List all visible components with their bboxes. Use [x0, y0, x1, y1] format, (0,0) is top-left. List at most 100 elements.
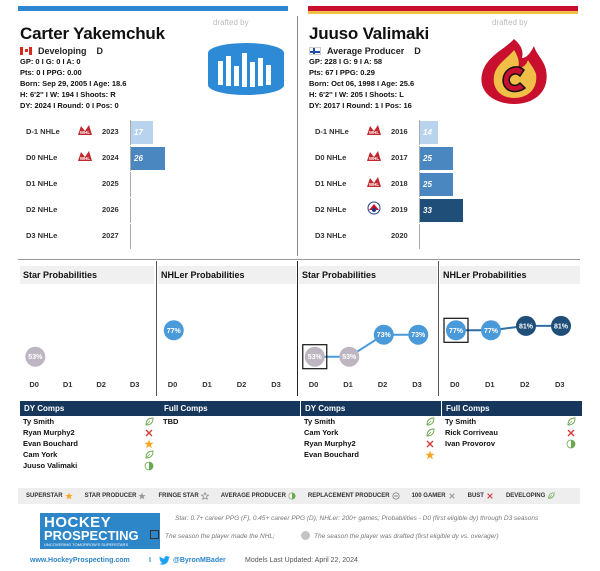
prob-point-label: 73% [377, 332, 392, 339]
chl-team-icon: WHL [77, 149, 93, 163]
twitter-bird-icon [159, 556, 170, 565]
player-divider [297, 16, 298, 256]
chl-team-icon: WHL [77, 123, 93, 137]
prob-point-label: 53% [28, 354, 43, 361]
canada-flag-icon [20, 47, 32, 55]
star-outline-icon [200, 491, 210, 501]
website-link[interactable]: www.HockeyProspecting.com [30, 557, 130, 564]
nhle-year: 2023 [102, 127, 119, 136]
nhle-axis [130, 198, 131, 223]
nhle-value: 25 [423, 180, 432, 189]
nhle-bar: 25 [420, 147, 453, 170]
prob-x-label: D2 [236, 380, 247, 389]
prob-x-label: D1 [485, 380, 495, 389]
svg-text:WHL: WHL [369, 156, 379, 161]
prob-point [339, 346, 360, 367]
definition-note: Star: 0.7+ career PPG (F), 0.45+ career … [175, 515, 539, 522]
comp-item: Ty Smith [20, 416, 160, 427]
prob-point-label: 53% [308, 354, 323, 361]
comp-player-name: Evan Bouchard [304, 450, 360, 459]
svg-text:WHL: WHL [80, 156, 90, 161]
nhle-row: D3 NHLe 2027 [20, 224, 290, 249]
prob-x-label: D3 [271, 380, 281, 389]
nhle-year: 2027 [102, 231, 119, 240]
nhle-value: 14 [423, 128, 432, 137]
nhle-year: 2017 [391, 153, 408, 162]
logo-text-line1: HOCKEY [44, 514, 112, 531]
legend-item: AVERAGE PRODUCER [221, 492, 296, 500]
nhle-bar: 33 [420, 199, 463, 222]
comp-player-name: Ty Smith [445, 417, 477, 426]
legend-label: STAR PRODUCER [84, 493, 137, 499]
prob-point [481, 320, 501, 341]
prob-x-label: D3 [412, 380, 422, 389]
legend-label: DEVELOPING [505, 493, 546, 499]
prob-point-label: 77% [167, 328, 182, 335]
made-nhl-note: The season the player made the NHL; [165, 533, 275, 540]
comp-player-name: Ivan Provorov [445, 439, 496, 448]
legend-label: SUPERSTAR [26, 493, 63, 499]
nhle-axis [419, 172, 420, 197]
prob-line-chart: 77% 77% 81% 81% [443, 315, 571, 343]
nhle-row: D1 NHLe WHL 2018 25 [309, 172, 579, 197]
stat-line: GP: 0 I G: 0 I A: 0 [20, 57, 81, 66]
nhle-axis [419, 198, 420, 223]
prob-line-chart: 53% [25, 346, 46, 367]
comp-player-name: TBD [163, 417, 179, 426]
comp-panel-title: DY Comps [301, 401, 441, 416]
logo-text-line2: PROSPECTING [44, 528, 139, 543]
nhle-bar: 26 [131, 147, 165, 170]
prob-x-label: D1 [343, 380, 353, 389]
stat-line: Born: Sep 29, 2005 I Age: 18.6 [20, 79, 127, 88]
nhle-label: D2 NHLe [315, 205, 347, 214]
x-icon [486, 492, 494, 500]
nhle-row: D0 NHLe WHL 2024 26 [20, 146, 290, 171]
right-accent-bar [308, 6, 578, 14]
legend-label: FRINGE STAR [158, 493, 199, 499]
nhle-axis [130, 146, 131, 171]
nhle-axis [419, 120, 420, 145]
prob-point [373, 324, 394, 345]
prob-panel-title: Star Probabilities [20, 266, 154, 284]
panel-divider [438, 261, 439, 396]
svg-text:WHL: WHL [369, 182, 379, 187]
comp-player-name: Evan Bouchard [23, 439, 79, 448]
prob-x-label: D0 [29, 380, 39, 389]
made-nhl-marker [302, 344, 328, 370]
finland-flag-icon [309, 47, 321, 55]
ahl-team-icon [366, 201, 382, 215]
stat-line: Pts: 0 I PPG: 0.00 [20, 68, 82, 77]
nhle-year: 2025 [102, 179, 119, 188]
nhle-year: 2019 [391, 205, 408, 214]
minus-circle-icon [392, 492, 400, 500]
legend-label: 100 GAMER [411, 493, 446, 499]
nhle-axis [419, 224, 420, 249]
legend-item: DEVELOPING [506, 492, 555, 500]
prob-x-label: D2 [377, 380, 388, 389]
svg-text:WHL: WHL [80, 130, 90, 135]
comp-player-name: Ty Smith [23, 417, 55, 426]
star-gray-icon [138, 492, 147, 500]
panel-divider [297, 261, 298, 396]
legend-label: REPLACEMENT PRODUCER [307, 493, 390, 499]
leaf-icon [566, 417, 576, 427]
x-icon [425, 439, 435, 449]
nhle-label: D1 NHLe [26, 179, 58, 188]
comp-item: TBD [160, 416, 300, 427]
prob-panel: NHLer Probabilities 77% D0 D1 D2 D3 [158, 266, 296, 394]
leaf-icon [144, 450, 154, 460]
comp-panel: Full Comps TBD [160, 401, 300, 427]
twitter-handle[interactable]: @ByronMBader [173, 557, 226, 564]
stat-line: GP: 228 I G: 9 I A: 58 [309, 57, 383, 66]
player-card-right: drafted by Juuso Valimaki Average Produc… [309, 14, 589, 111]
comp-panel: DY Comps Ty Smith Cam York Ryan Murphy2 Evan… [301, 401, 441, 460]
nhle-bar: 14 [420, 121, 439, 144]
player-position: D [414, 46, 421, 56]
nhle-year: 2024 [102, 153, 119, 162]
prob-x-label: D2 [96, 380, 106, 389]
flames-logo-icon [481, 39, 547, 104]
nhle-chart-left: D-1 NHLe WHL 2023 17 D0 NHLe WHL 2024 26 D1 NHLe… [20, 120, 290, 255]
nhle-label: D3 NHLe [315, 231, 347, 240]
nhle-row: D1 NHLe 2025 [20, 172, 290, 197]
legend-label: BUST [467, 493, 484, 499]
